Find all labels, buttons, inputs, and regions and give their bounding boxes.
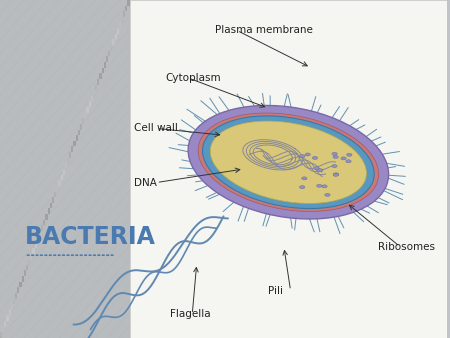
Bar	[41, 225, 43, 231]
Bar	[123, 11, 125, 17]
Text: Flagella: Flagella	[170, 309, 211, 319]
Bar	[71, 146, 73, 152]
Bar	[15, 293, 17, 298]
Bar	[50, 203, 52, 209]
Bar	[0, 332, 2, 338]
Bar	[63, 169, 65, 175]
Bar	[119, 23, 121, 28]
Ellipse shape	[210, 121, 366, 203]
Bar	[80, 124, 82, 129]
Bar	[69, 152, 71, 158]
Bar	[127, 0, 130, 6]
Bar	[78, 129, 80, 135]
Bar	[60, 175, 63, 180]
Text: DNA: DNA	[134, 177, 157, 188]
Ellipse shape	[198, 113, 378, 212]
Bar	[67, 158, 69, 163]
Text: Pili: Pili	[268, 286, 283, 296]
Bar	[76, 135, 78, 141]
Bar	[91, 96, 93, 101]
Ellipse shape	[305, 153, 310, 156]
Ellipse shape	[300, 186, 305, 189]
Bar	[13, 298, 15, 304]
Ellipse shape	[346, 160, 351, 163]
Ellipse shape	[188, 105, 389, 219]
Bar	[2, 327, 4, 332]
Ellipse shape	[318, 169, 323, 172]
Ellipse shape	[202, 116, 374, 209]
Bar	[58, 180, 60, 186]
Text: BACTERIA: BACTERIA	[25, 224, 155, 249]
Ellipse shape	[332, 152, 337, 155]
Bar	[89, 101, 91, 107]
Bar	[28, 259, 30, 265]
Bar	[54, 192, 56, 197]
Bar	[48, 209, 50, 214]
Bar	[104, 62, 106, 68]
Bar	[99, 73, 102, 79]
Bar	[121, 17, 123, 23]
Bar	[110, 45, 112, 51]
Bar	[106, 56, 108, 62]
Bar	[73, 141, 76, 146]
Ellipse shape	[346, 153, 352, 156]
Ellipse shape	[302, 177, 307, 180]
Bar	[56, 186, 58, 192]
Ellipse shape	[333, 155, 338, 159]
Bar	[52, 197, 54, 203]
Bar	[86, 107, 89, 113]
Bar	[112, 40, 114, 45]
Ellipse shape	[312, 156, 318, 160]
Bar	[117, 28, 119, 34]
Text: Plasma membrane: Plasma membrane	[215, 25, 312, 35]
Bar	[11, 304, 13, 310]
Bar	[65, 163, 67, 169]
Text: Cell wall: Cell wall	[134, 123, 178, 134]
Bar	[130, 0, 447, 338]
Bar	[37, 237, 39, 242]
Ellipse shape	[325, 193, 330, 196]
Bar	[22, 276, 24, 282]
Bar	[102, 68, 104, 73]
Bar	[30, 254, 32, 259]
Ellipse shape	[300, 154, 305, 158]
Bar	[39, 231, 41, 237]
Bar	[97, 79, 99, 84]
Ellipse shape	[333, 173, 339, 176]
Bar	[125, 6, 127, 11]
Bar	[6, 315, 9, 321]
Bar	[43, 220, 45, 225]
Bar	[24, 270, 26, 276]
Bar	[9, 310, 11, 315]
Ellipse shape	[314, 167, 319, 170]
Ellipse shape	[332, 165, 337, 168]
Bar	[82, 118, 84, 124]
Ellipse shape	[322, 185, 327, 188]
Bar	[114, 34, 117, 40]
Bar	[17, 287, 19, 293]
Bar	[93, 90, 95, 96]
Bar	[95, 84, 97, 90]
Ellipse shape	[317, 184, 322, 187]
Bar	[26, 265, 28, 270]
Bar	[108, 51, 110, 56]
Bar	[19, 282, 22, 287]
Bar	[84, 113, 86, 118]
Text: Ribosomes: Ribosomes	[378, 242, 435, 252]
Bar	[32, 248, 35, 254]
Ellipse shape	[333, 173, 338, 176]
Bar	[4, 321, 6, 327]
Bar	[45, 214, 48, 220]
Ellipse shape	[341, 157, 346, 160]
Text: Cytoplasm: Cytoplasm	[166, 73, 221, 83]
Bar	[35, 242, 37, 248]
